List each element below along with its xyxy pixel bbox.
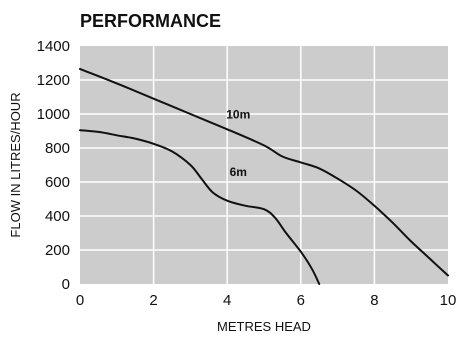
series-labels: 10m 6m — [226, 107, 250, 179]
chart-title: PERFORMANCE — [80, 11, 221, 31]
series-label-6m: 6m — [230, 165, 247, 179]
x-tick-4: 4 — [223, 292, 231, 309]
y-tick-1400: 1400 — [37, 38, 70, 55]
plot-background — [80, 46, 448, 284]
y-tick-200: 200 — [45, 242, 70, 259]
curve-10m — [79, 67, 449, 277]
y-tick-800: 800 — [45, 140, 70, 157]
x-tick-labels: 0 2 4 6 8 10 — [76, 292, 457, 309]
performance-curves — [79, 67, 449, 285]
x-tick-0: 0 — [76, 292, 84, 309]
x-tick-2: 2 — [149, 292, 157, 309]
y-tick-600: 600 — [45, 174, 70, 191]
curve-6m — [79, 129, 321, 285]
x-tick-8: 8 — [370, 292, 378, 309]
y-tick-400: 400 — [45, 208, 70, 225]
y-tick-labels: 0 200 400 600 800 1000 1200 1400 — [37, 38, 70, 293]
x-tick-6: 6 — [297, 292, 305, 309]
y-tick-0: 0 — [62, 276, 70, 293]
x-tick-10: 10 — [440, 292, 457, 309]
y-tick-1200: 1200 — [37, 72, 70, 89]
grid-lines — [80, 46, 448, 284]
x-axis-label: METRES HEAD — [217, 319, 311, 334]
series-label-10m: 10m — [226, 107, 250, 121]
y-tick-1000: 1000 — [37, 106, 70, 123]
y-axis-label: FLOW IN LITRES/HOUR — [8, 92, 23, 237]
